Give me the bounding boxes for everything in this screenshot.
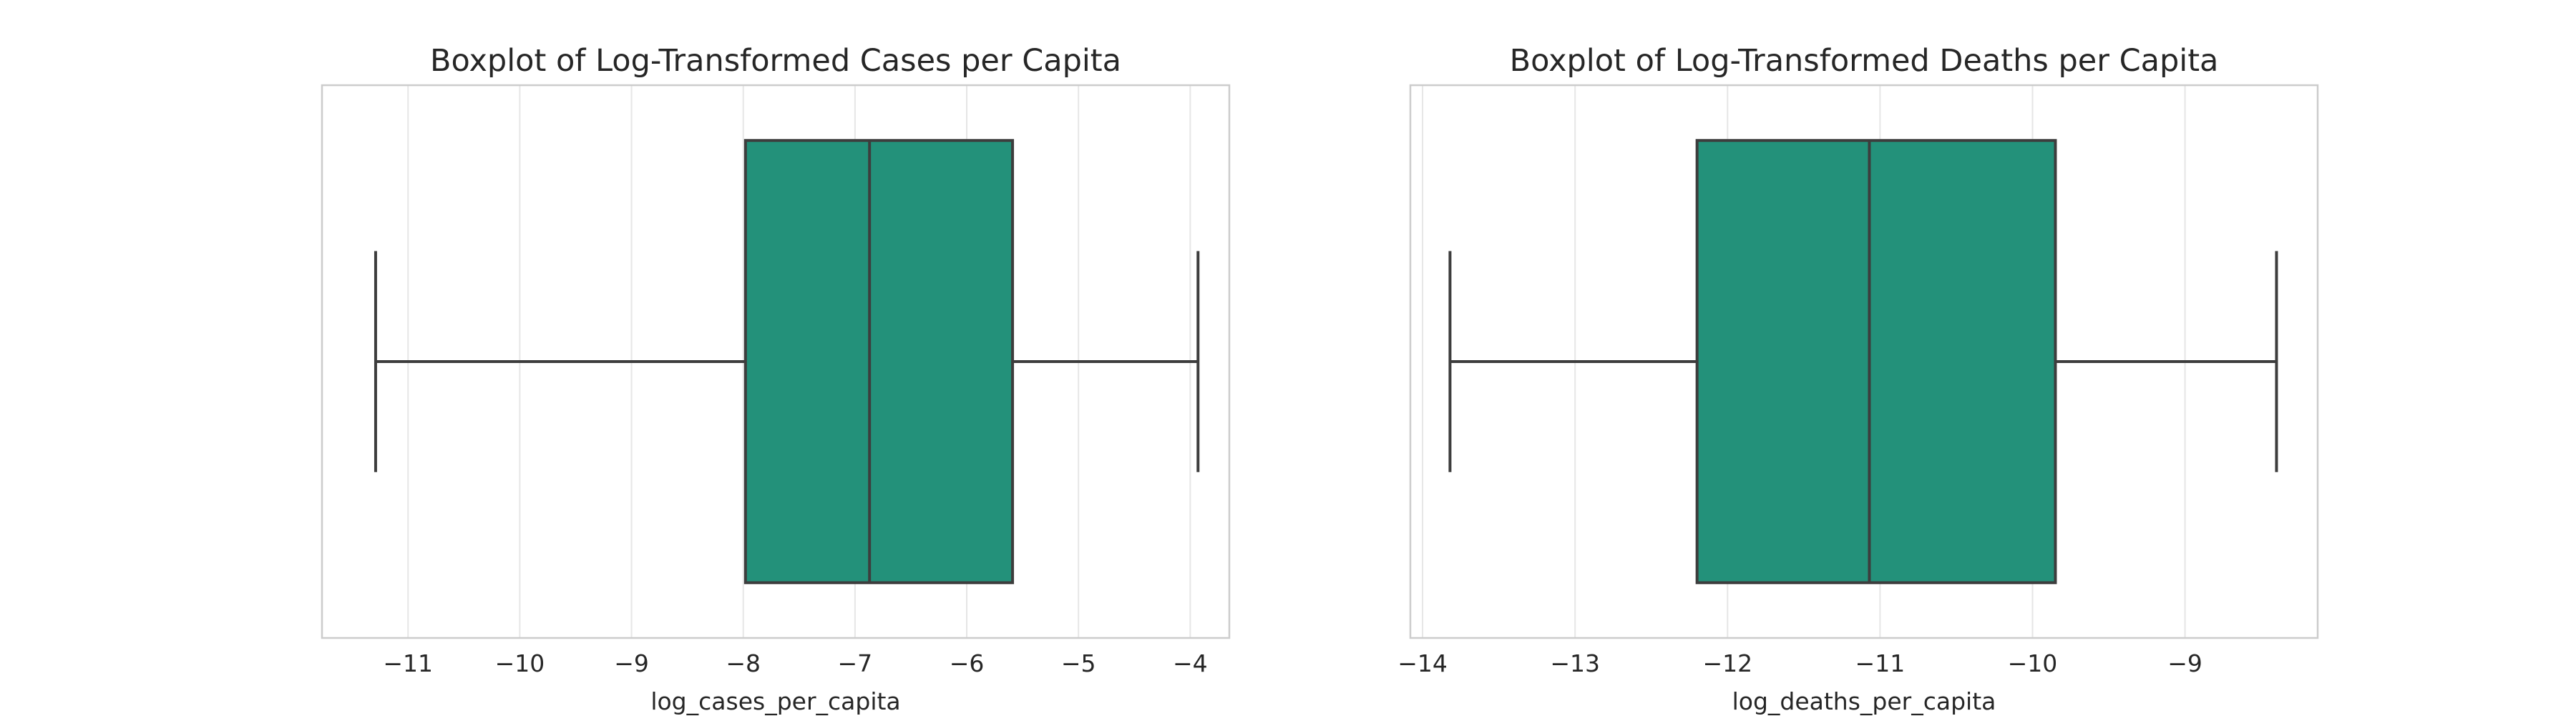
cases-x-tick-label: −10: [495, 649, 545, 677]
cases-iqr-box: [743, 139, 1015, 584]
cases-plot-frame: [321, 84, 1231, 639]
cases-boxplot-panel: Boxplot of Log-Transformed Cases per Cap…: [321, 43, 1231, 715]
deaths-iqr-box: [1695, 139, 2057, 584]
cases-x-axis-label: log_cases_per_capita: [650, 687, 900, 715]
cases-x-tick-label: −4: [1173, 649, 1208, 677]
cases-x-tick-label: −11: [383, 649, 433, 677]
cases-x-tick-label: −8: [726, 649, 761, 677]
cases-x-tick-label: −5: [1061, 649, 1096, 677]
deaths-x-tick-label: −9: [2167, 649, 2202, 677]
deaths-x-tick-label: −12: [1702, 649, 1752, 677]
cases-x-tick-label: −7: [838, 649, 873, 677]
deaths-chart-title: Boxplot of Log-Transformed Deaths per Ca…: [1510, 43, 2219, 79]
deaths-plot-frame: [1409, 84, 2319, 639]
cases-x-tick-label: −6: [950, 649, 985, 677]
deaths-boxplot-panel: Boxplot of Log-Transformed Deaths per Ca…: [1397, 43, 2319, 715]
deaths-x-tick-label: −11: [1855, 649, 1906, 677]
deaths-x-tick-label: −14: [1397, 649, 1448, 677]
deaths-x-tick-label: −10: [2008, 649, 2058, 677]
cases-chart-title: Boxplot of Log-Transformed Cases per Cap…: [430, 43, 1121, 79]
deaths-x-axis-label: log_deaths_per_capita: [1732, 687, 1996, 715]
deaths-x-tick-label: −13: [1550, 649, 1600, 677]
cases-x-tick-label: −9: [614, 649, 649, 677]
